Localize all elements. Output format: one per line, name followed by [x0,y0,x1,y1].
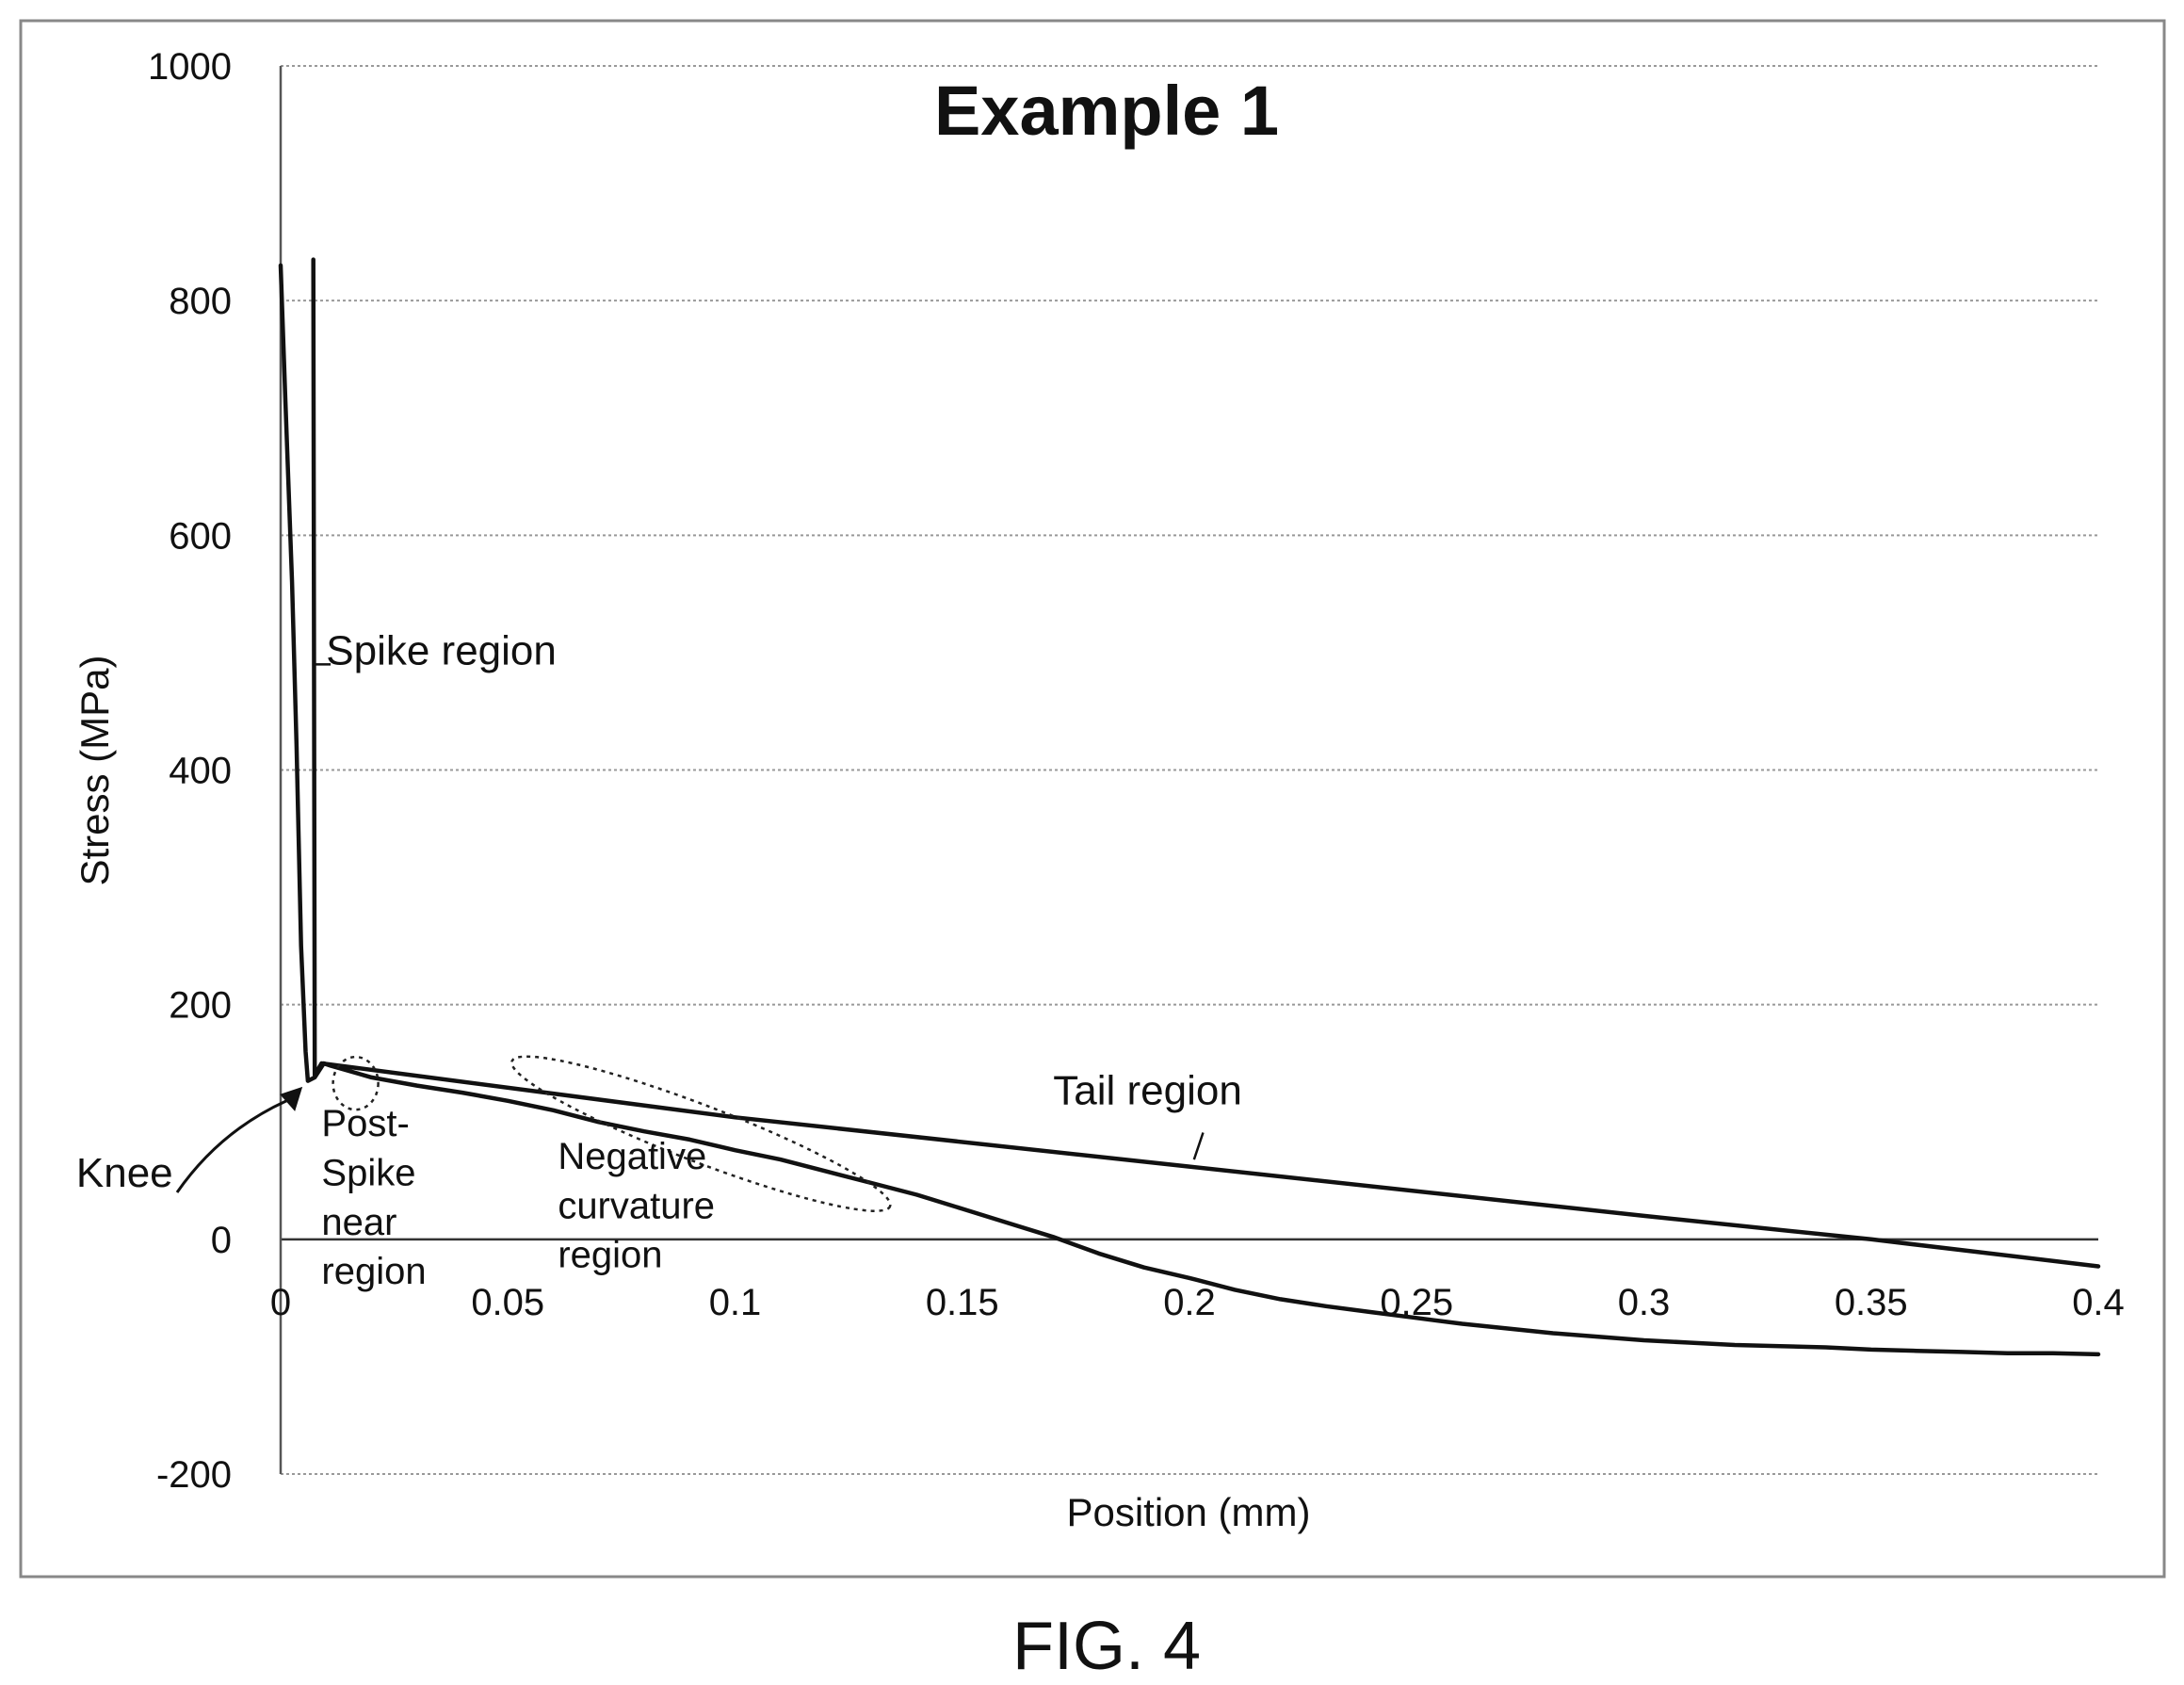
x-axis-title: Position (mm) [1066,1490,1310,1534]
annotation-label: Spike [321,1153,415,1194]
figure-caption: FIG. 4 [1012,1609,1201,1684]
annotation-label: region [321,1251,426,1292]
annotation-label: Post- [321,1103,409,1144]
post-spike-ellipse [332,1055,380,1111]
annotation-label: region [558,1235,662,1276]
annotation-label: Negative [558,1136,706,1177]
annotation-marks [175,663,1205,1212]
annotations: Spike region Tail region Knee Post- Spike nea… [76,627,1242,1292]
y-tick-label: 800 [169,281,232,322]
annotation-label: curvature [558,1185,715,1226]
x-tick-label: 0.1 [709,1282,762,1323]
chart-frame [19,19,2166,1579]
annotation-label: near [321,1202,396,1243]
series-line-1 [278,263,2101,1357]
annotation-label: Spike region [326,627,557,673]
y-tick-label: -200 [156,1454,232,1496]
knee-arrowhead [280,1086,303,1111]
knee-leader [175,1099,287,1193]
x-tick-label: 0.4 [2072,1282,2125,1323]
tail-region-leader [1192,1132,1205,1160]
y-tick-labels: -200 0 200 400 600 800 1000 [148,46,232,1496]
x-tick-label: 0 [270,1282,291,1323]
y-tick-label: 200 [169,985,232,1027]
x-tick-label: 0.3 [1618,1282,1671,1323]
x-tick-label: 0.15 [926,1282,999,1323]
y-tick-label: 0 [211,1220,232,1261]
annotation-label: Knee [76,1150,173,1196]
x-tick-labels: 0 0.05 0.1 0.15 0.2 0.25 0.3 0.35 0.4 [270,1282,2125,1323]
y-tick-label: 1000 [148,46,232,88]
gridlines [281,65,2098,1475]
series-line-2 [311,257,2101,1269]
chart-title: Example 1 [934,72,1279,150]
x-tick-label: 0.2 [1163,1282,1216,1323]
negative-curvature-ellipse [510,1055,892,1212]
x-tick-label: 0.05 [471,1282,544,1323]
y-tick-label: 600 [169,515,232,557]
data-series [278,257,2101,1357]
annotation-label: Tail region [1053,1068,1242,1114]
y-tick-label: 400 [169,751,232,792]
x-tick-label: 0.35 [1835,1282,1908,1323]
y-axis-title: Stress (MPa) [73,655,117,885]
